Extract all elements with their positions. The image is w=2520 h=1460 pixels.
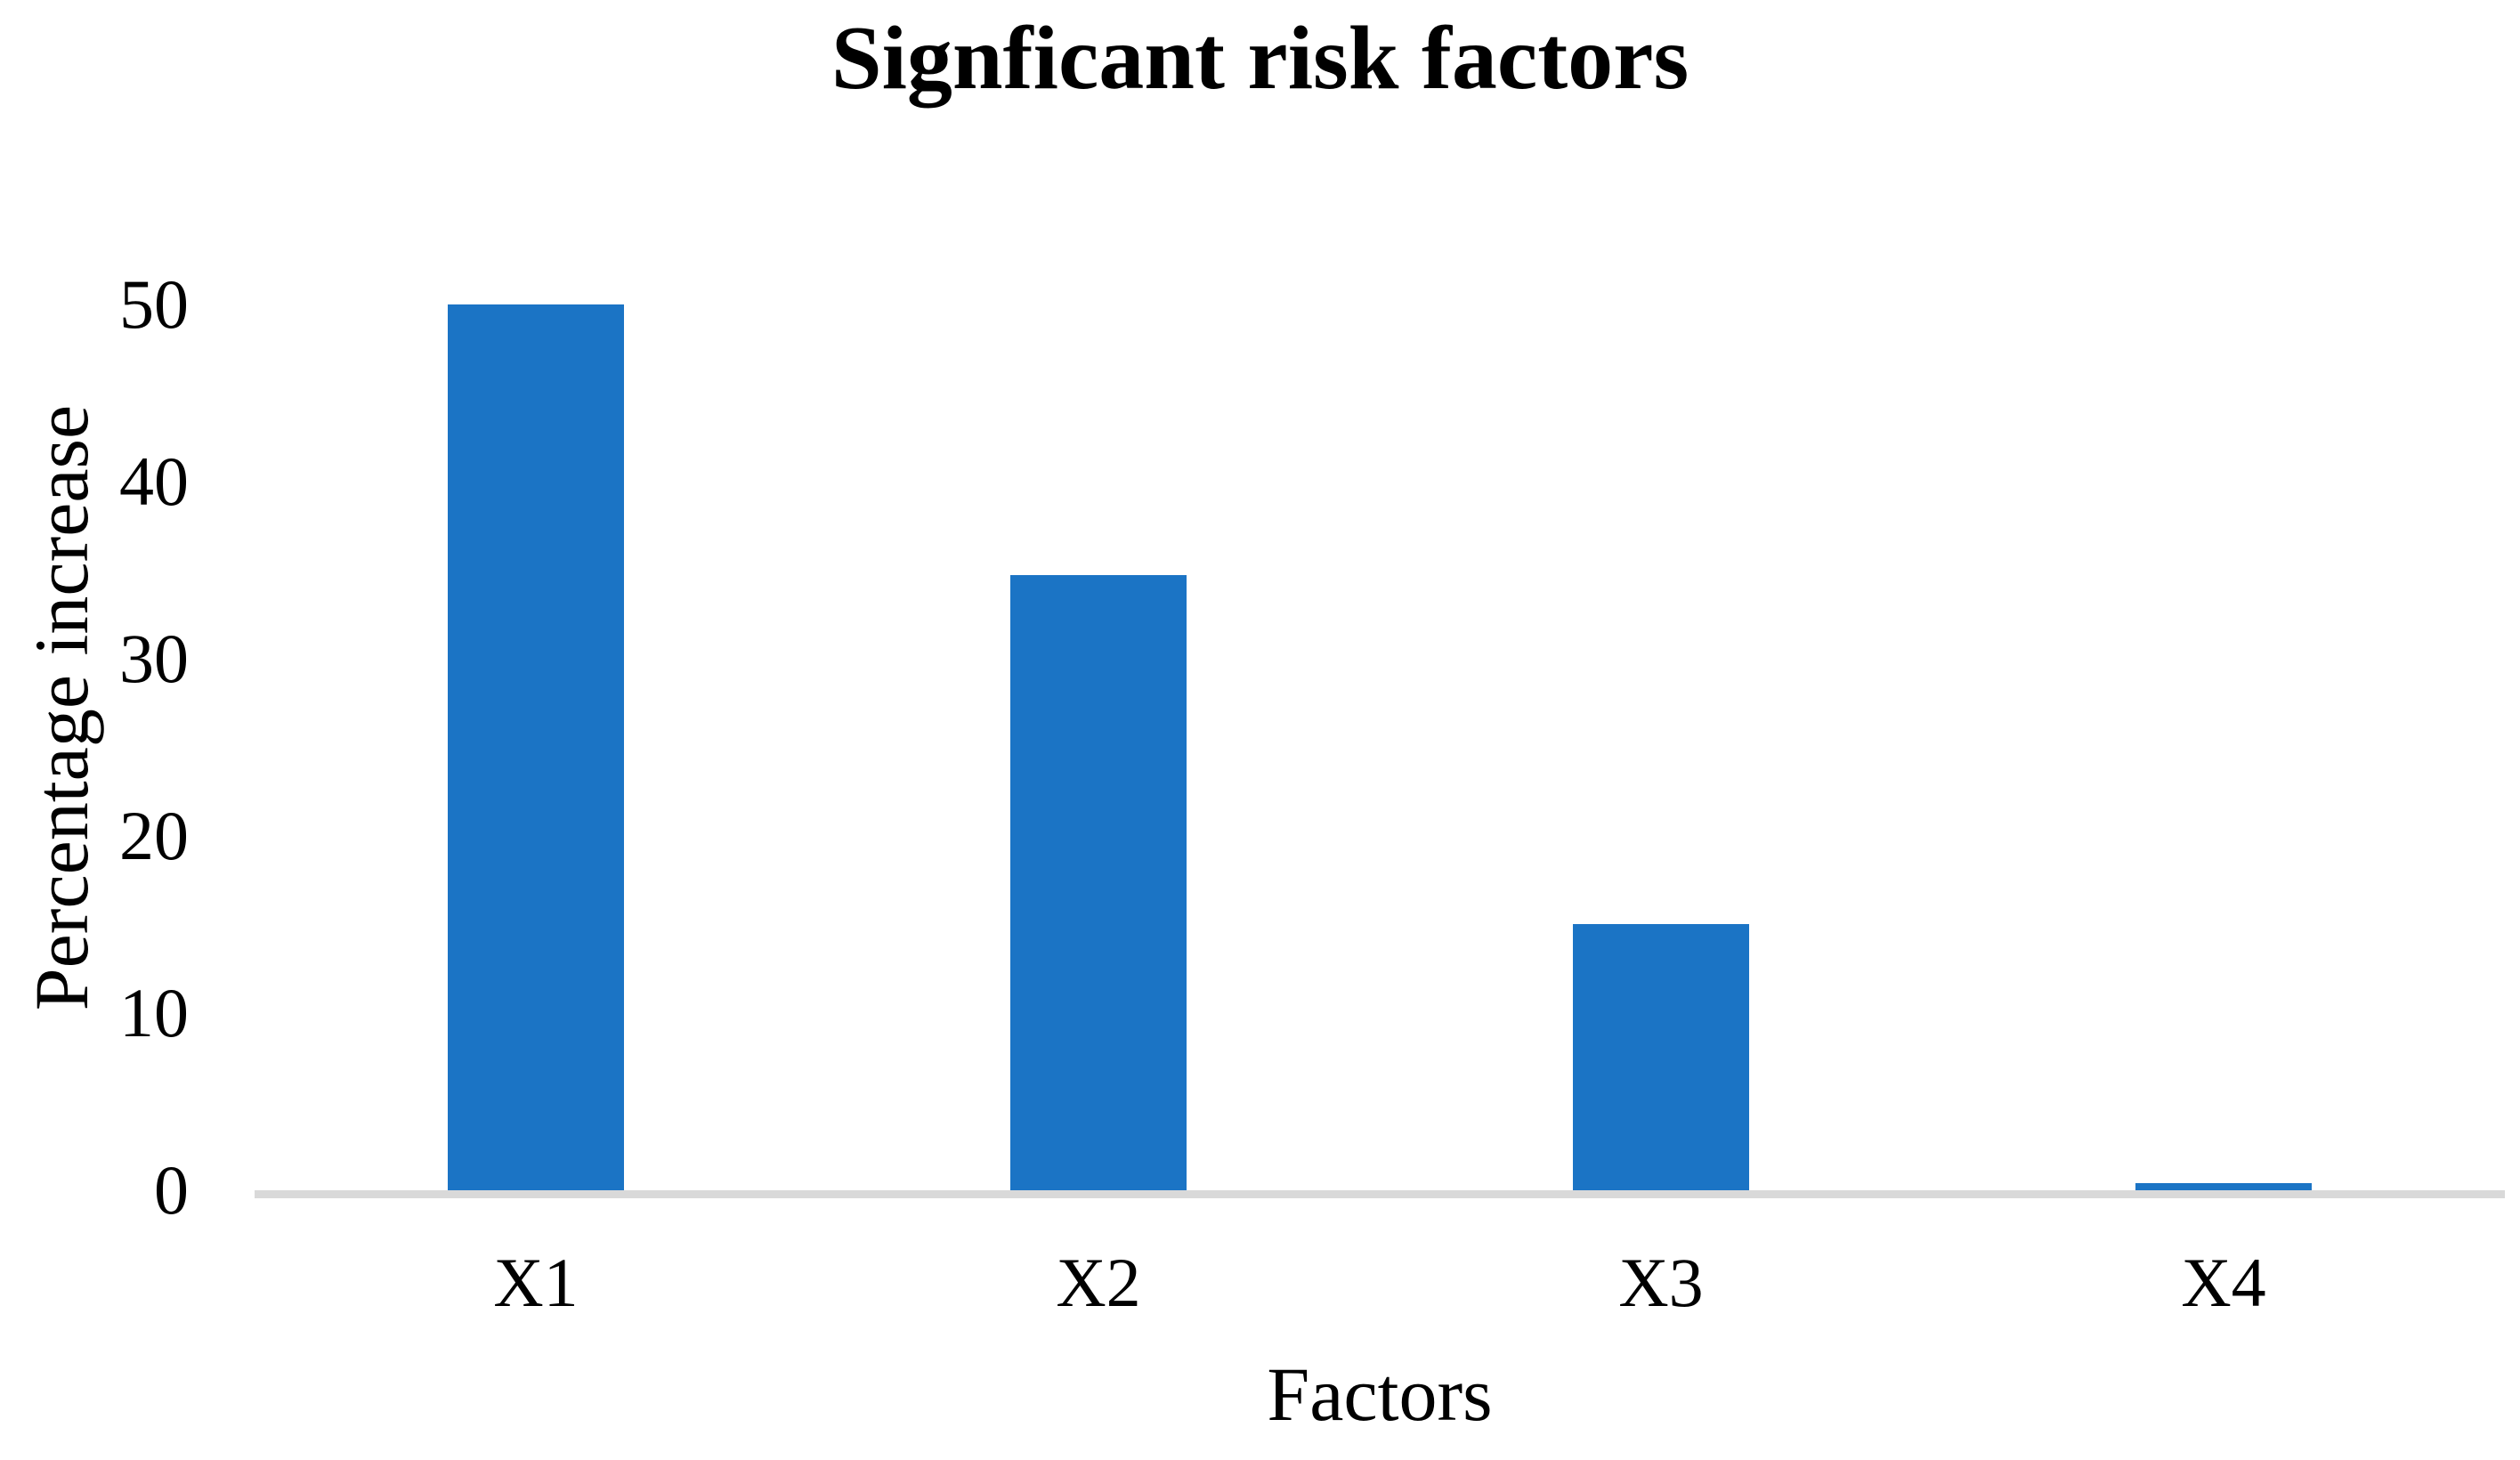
bar-x1 (448, 304, 624, 1190)
x-tick-label: X3 (1618, 1244, 1704, 1321)
chart-title: Signficant risk factors (831, 8, 1689, 109)
bar-x4 (2135, 1183, 2312, 1190)
x-tick-label: X1 (493, 1244, 579, 1321)
y-tick-label: 30 (119, 620, 189, 697)
x-axis-line (255, 1190, 2505, 1198)
x-tick-label: X4 (2181, 1244, 2266, 1321)
y-tick-label: 0 (154, 1151, 189, 1229)
y-tick-label: 50 (119, 265, 189, 343)
y-tick-label: 40 (119, 442, 189, 520)
x-axis-label: Factors (1267, 1351, 1493, 1437)
plot-area (255, 304, 2505, 1190)
y-tick-label: 20 (119, 797, 189, 874)
bar-x3 (1573, 924, 1749, 1190)
y-tick-label: 10 (119, 974, 189, 1051)
bar-x2 (1010, 575, 1187, 1190)
x-tick-label: X2 (1056, 1244, 1141, 1321)
